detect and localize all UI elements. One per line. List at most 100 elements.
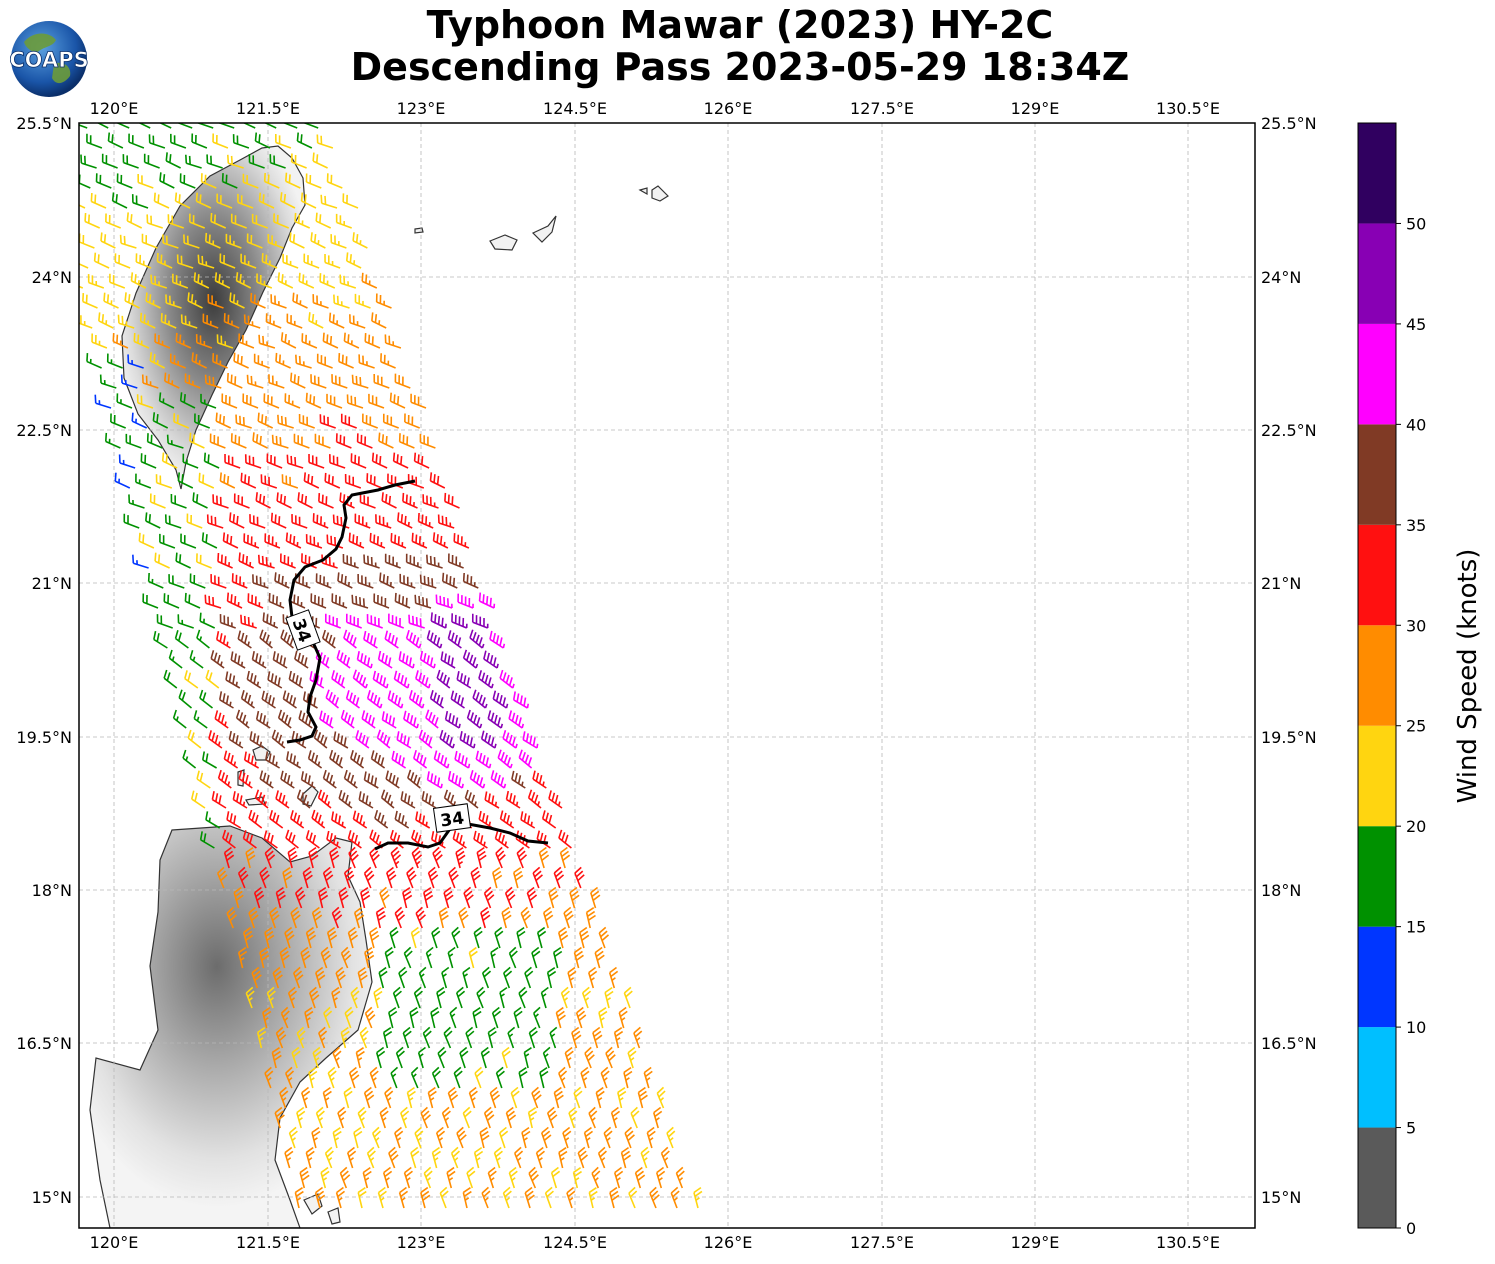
wind-barb	[204, 374, 222, 389]
map-area: 34 34	[79, 123, 1255, 1228]
wind-barb	[423, 887, 434, 909]
wind-barb	[363, 554, 380, 569]
wind-barb	[286, 751, 302, 769]
wind-barb	[406, 1086, 416, 1109]
wind-barb	[170, 133, 187, 149]
wind-barb	[200, 173, 217, 189]
wind-barb	[298, 272, 315, 289]
wind-barb	[564, 1046, 574, 1069]
wind-barb	[111, 192, 128, 209]
wind-barb	[535, 1146, 545, 1169]
wind-barb	[246, 233, 263, 249]
wind-barb	[261, 690, 276, 709]
wind-barb	[491, 1006, 502, 1029]
wind-barb	[153, 630, 168, 649]
wind-barb	[425, 709, 439, 729]
wind-barb	[492, 690, 509, 709]
wind-barb	[320, 1166, 330, 1189]
wind-barb	[418, 729, 433, 749]
wind-barb	[569, 886, 580, 909]
wind-barb	[322, 1086, 332, 1109]
wind-barb	[468, 946, 478, 969]
wind-barb	[384, 334, 402, 349]
wind-barb	[216, 866, 228, 889]
wind-barb	[160, 313, 177, 329]
wind-barb	[455, 986, 466, 1009]
wind-barb	[493, 1146, 503, 1169]
wind-barb	[389, 392, 406, 409]
wind-barb	[184, 592, 201, 609]
wind-barb	[142, 593, 159, 609]
wind-barb	[79, 260, 89, 269]
wind-barb	[212, 494, 229, 509]
wind-barb	[262, 612, 279, 629]
wind-barb	[508, 1166, 518, 1189]
wind-barb	[435, 1126, 446, 1149]
lon-tick-bottom: 127.5°E	[850, 1233, 914, 1252]
colorbar-tick: 5	[1406, 1119, 1416, 1138]
wind-barb	[411, 532, 428, 549]
wind-barb	[229, 292, 245, 309]
axis-tick-labels: 120°E 120°E 121.5°E 121.5°E 123°E 123°E 124.5°…	[16, 99, 1316, 1252]
wind-barb	[471, 613, 489, 629]
wind-barb	[165, 152, 181, 169]
wind-barb	[280, 332, 297, 349]
wind-barb	[123, 513, 140, 529]
colorbar-bin	[1358, 1027, 1396, 1128]
wind-barb	[223, 846, 235, 869]
wind-barb	[238, 770, 253, 789]
wind-barb	[453, 1066, 463, 1089]
title-line-1: Typhoon Mawar (2023) HY-2C	[426, 3, 1054, 47]
wind-barb	[294, 212, 311, 229]
wind-barb	[379, 886, 390, 909]
wind-barb	[405, 553, 422, 569]
wind-barb	[466, 709, 483, 729]
wind-barb	[175, 552, 191, 569]
wind-barb	[252, 574, 269, 589]
wind-barb	[352, 669, 368, 689]
wind-barb	[118, 454, 136, 469]
wind-barb	[240, 253, 257, 269]
wind-barb	[353, 906, 365, 929]
wind-barb	[384, 553, 401, 569]
wind-barb	[230, 213, 247, 229]
wind-barb	[462, 966, 471, 989]
wind-barb	[360, 887, 371, 909]
wind-barb	[507, 1026, 516, 1049]
wind-barb	[518, 1067, 528, 1089]
wind-barb	[331, 593, 348, 609]
wind-barb	[284, 393, 301, 409]
wind-barb	[431, 1146, 441, 1169]
wind-barb	[630, 1106, 640, 1129]
wind-barb	[290, 810, 305, 829]
wind-barb	[233, 886, 244, 909]
wind-barb	[425, 946, 434, 969]
wind-barb	[226, 592, 243, 609]
wind-barb	[432, 846, 443, 869]
wind-barb	[310, 232, 326, 249]
wind-barb	[574, 866, 585, 889]
wind-barb	[356, 433, 373, 449]
wind-barb	[226, 154, 244, 169]
wind-barb	[350, 750, 365, 769]
wind-barb	[499, 1126, 509, 1149]
colorbar-bin	[1358, 725, 1396, 827]
wind-barb	[275, 133, 292, 149]
wind-barb	[473, 926, 483, 949]
wind-barb	[82, 293, 98, 309]
lat-tick-left: 15°N	[32, 1188, 72, 1207]
wind-barb	[541, 810, 557, 829]
wind-barb	[531, 1086, 542, 1109]
wind-barb	[371, 312, 387, 329]
wind-barb	[279, 553, 296, 569]
wind-barb	[275, 886, 286, 909]
wind-barb	[326, 393, 343, 409]
wind-barb	[655, 1166, 666, 1189]
wind-barb	[100, 232, 116, 249]
wind-barb	[357, 966, 368, 989]
wind-barb	[338, 886, 349, 909]
wind-barb	[303, 472, 320, 489]
wind-barb	[242, 926, 254, 949]
wind-barb	[284, 172, 301, 189]
wind-barb	[394, 1126, 404, 1149]
